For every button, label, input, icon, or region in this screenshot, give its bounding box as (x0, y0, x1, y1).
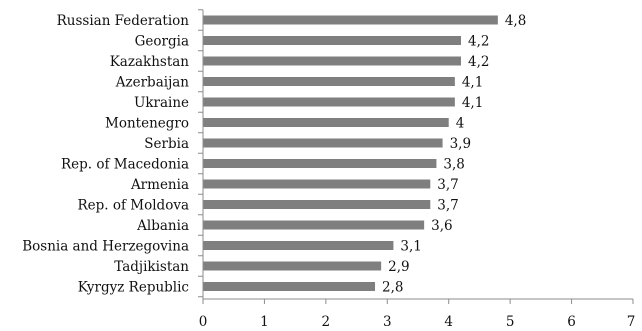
bar (203, 36, 461, 45)
category-label: Bosnia and Herzegovina (22, 239, 189, 255)
bar (203, 282, 375, 291)
category-labels: Russian Federation Georgia Kazakhstan Azerb… (22, 13, 189, 296)
data-label: 4,8 (505, 13, 526, 29)
bar (203, 138, 443, 148)
data-label: 4,2 (468, 54, 489, 70)
bars-group (203, 15, 498, 291)
x-tick-label: 7 (627, 314, 636, 330)
data-label: 3,7 (437, 177, 458, 193)
category-label: Kyrgyz Republic (78, 280, 189, 296)
bar (203, 200, 431, 209)
x-tick-label: 1 (260, 314, 269, 330)
category-label: Tadjikistan (114, 259, 189, 275)
bar (203, 179, 431, 189)
data-label: 3,1 (400, 239, 421, 255)
x-axis-ticks: 0 1 2 3 4 5 6 7 (199, 299, 636, 330)
bar (203, 220, 425, 230)
bar (203, 261, 382, 271)
bar (203, 15, 498, 25)
x-tick-label: 0 (199, 314, 208, 330)
data-label: 4,2 (468, 34, 489, 50)
data-label: 3,9 (450, 136, 471, 152)
data-label: 2,8 (382, 280, 403, 296)
bar (203, 159, 437, 168)
x-tick-label: 3 (383, 314, 392, 330)
data-label: 4,1 (462, 95, 483, 111)
bar (203, 241, 394, 250)
data-label: 3,7 (437, 198, 458, 214)
x-tick-label: 4 (444, 314, 453, 330)
x-tick-label: 2 (322, 314, 331, 330)
bar (203, 118, 449, 127)
bar (203, 77, 455, 86)
category-label: Armenia (130, 177, 189, 193)
bar (203, 97, 455, 107)
category-label: Rep. of Moldova (77, 198, 189, 214)
category-label: Georgia (135, 34, 189, 50)
data-label: 2,9 (388, 259, 409, 275)
bar (203, 56, 461, 66)
category-label: Ukraine (134, 95, 189, 111)
x-tick-label: 5 (506, 314, 515, 330)
value-labels: 4,8 4,2 4,2 4,1 4,1 4 3,9 3,8 3,7 3,7 3,6 3,1 2,9 2,8 (382, 13, 526, 296)
axes-group (198, 9, 633, 300)
category-label: Russian Federation (57, 13, 190, 29)
category-label: Rep. of Macedonia (61, 157, 189, 173)
data-label: 4 (456, 116, 465, 132)
data-label: 3,6 (431, 218, 452, 234)
category-label: Albania (136, 218, 189, 234)
category-label: Serbia (144, 136, 189, 152)
x-tick-label: 6 (567, 314, 576, 330)
data-label: 4,1 (462, 75, 483, 91)
category-label: Kazakhstan (110, 54, 190, 70)
category-label: Montenegro (105, 116, 189, 132)
category-label: Azerbaijan (115, 75, 190, 91)
data-label: 3,8 (443, 157, 464, 173)
